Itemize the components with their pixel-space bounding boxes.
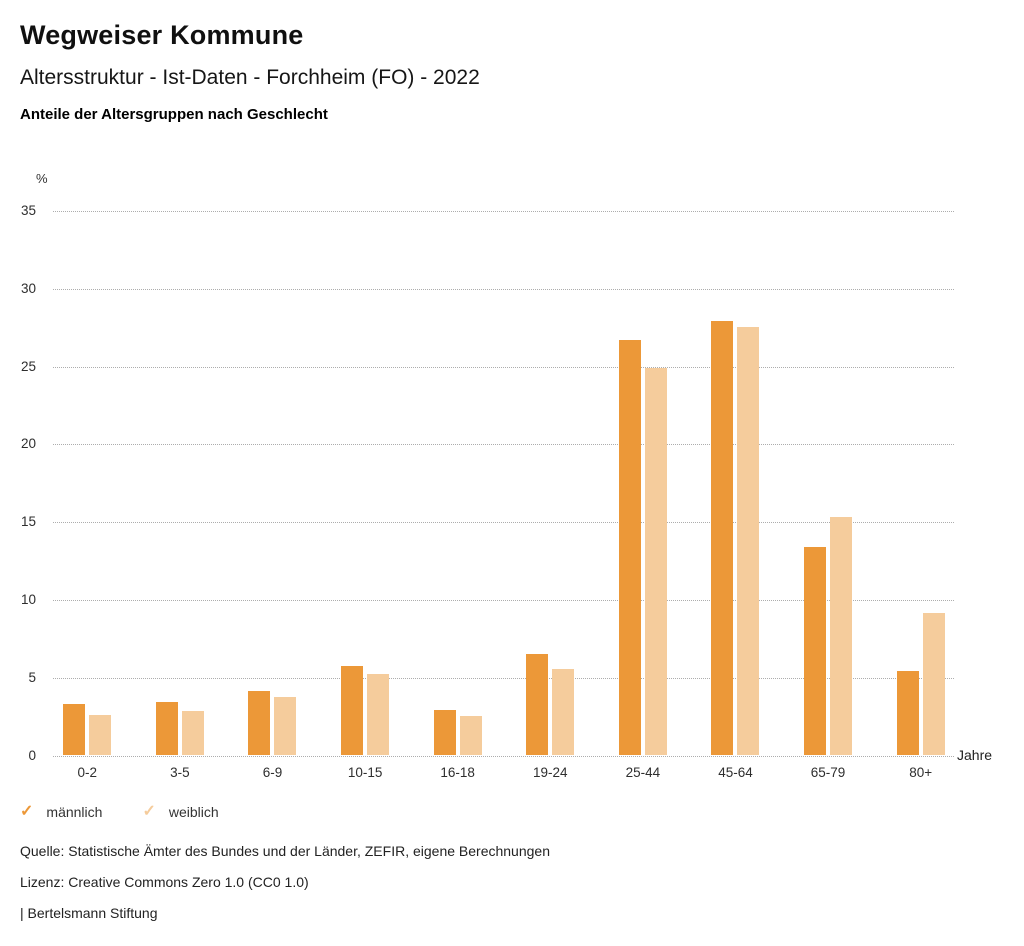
bar-maennlich-10-15[interactable]: [341, 666, 364, 755]
gridline-15: [53, 522, 954, 524]
x-axis-label-0-2: 0-2: [77, 765, 98, 780]
bar-group-16-18: [411, 211, 504, 755]
legend-label-maennlich: männlich: [46, 804, 103, 820]
legend-label-weiblich: weiblich: [168, 804, 219, 820]
page-title: Wegweiser Kommune: [20, 20, 304, 50]
bar-maennlich-16-18[interactable]: [433, 709, 456, 755]
bar-weiblich-25-44[interactable]: [644, 367, 667, 755]
x-axis-label-3-5: 3-5: [170, 765, 190, 780]
gridline-10: [53, 599, 954, 601]
bar-group-3-5: [134, 211, 227, 755]
bar-group-80plus: [874, 211, 967, 755]
bar-maennlich-45-64[interactable]: [711, 321, 734, 755]
bar-maennlich-3-5[interactable]: [155, 702, 178, 755]
bar-groups: [41, 211, 967, 755]
y-axis-tick-30: 30: [20, 280, 36, 296]
gridline-0: [53, 755, 954, 757]
gridline-35: [53, 211, 954, 212]
attribution-text: | Bertelsmann Stiftung: [20, 905, 158, 921]
bar-maennlich-80plus[interactable]: [896, 671, 919, 755]
bar-maennlich-6-9[interactable]: [248, 691, 271, 755]
x-axis-unit-label: Jahre: [957, 747, 993, 763]
bar-weiblich-0-2[interactable]: [89, 714, 112, 755]
gridline-20: [53, 444, 954, 446]
bar-group-19-24: [504, 211, 597, 755]
y-axis-tick-20: 20: [20, 436, 36, 452]
x-axis-tick-labels: 0-2 3-5 6-9 10-15 16-18 19-24 25-44 45-64 65-79 8…: [41, 765, 967, 780]
y-axis-tick-0: 0: [28, 747, 36, 763]
gridline-30: [53, 288, 954, 290]
x-axis-label-80plus: 80+: [909, 765, 933, 780]
bar-weiblich-10-15[interactable]: [367, 674, 390, 755]
x-axis-label-45-64: 45-64: [718, 765, 753, 780]
y-axis-tick-10: 10: [20, 591, 36, 607]
bar-weiblich-3-5[interactable]: [181, 711, 204, 755]
bar-group-6-9: [226, 211, 319, 755]
gridline-5: [53, 677, 954, 679]
x-axis-label-65-79: 65-79: [810, 765, 846, 780]
bar-maennlich-19-24[interactable]: [526, 653, 549, 755]
bar-group-10-15: [319, 211, 412, 755]
y-axis-tick-25: 25: [20, 358, 36, 374]
x-axis-label-19-24: 19-24: [533, 765, 568, 780]
y-axis-tick-5: 5: [28, 669, 36, 685]
gridline-25: [53, 366, 954, 368]
check-icon: ✓: [142, 803, 156, 820]
bar-group-45-64: [689, 211, 782, 755]
bar-weiblich-6-9[interactable]: [274, 697, 297, 755]
bar-weiblich-16-18[interactable]: [459, 716, 482, 755]
x-axis-label-10-15: 10-15: [347, 765, 383, 780]
bar-weiblich-65-79[interactable]: [830, 517, 853, 755]
x-axis-label-6-9: 6-9: [262, 765, 283, 780]
bar-group-65-79: [782, 211, 875, 755]
license-text: Lizenz: Creative Commons Zero 1.0 (CC0 1…: [20, 874, 309, 890]
y-axis-tick-15: 15: [20, 514, 36, 530]
x-axis-label-16-18: 16-18: [440, 765, 475, 780]
legend-item-maennlich[interactable]: ✓ männlich: [20, 803, 103, 821]
bar-maennlich-25-44[interactable]: [618, 339, 641, 755]
chart-plot-area: 35 30 25 20 15 10 5 0: [0, 203, 1024, 763]
bar-group-0-2: [41, 211, 134, 755]
bar-weiblich-45-64[interactable]: [737, 327, 760, 755]
bar-weiblich-19-24[interactable]: [552, 669, 575, 755]
chart-subtitle: Altersstruktur - Ist-Daten - Forchheim (…: [20, 66, 480, 89]
legend-item-weiblich[interactable]: ✓ weiblich: [142, 803, 219, 821]
source-text: Quelle: Statistische Ämter des Bundes un…: [20, 843, 550, 859]
bar-group-25-44: [597, 211, 690, 755]
bar-maennlich-0-2[interactable]: [63, 703, 86, 755]
y-axis-tick-35: 35: [20, 203, 36, 218]
chart-description: Anteile der Altersgruppen nach Geschlech…: [20, 106, 328, 123]
bar-weiblich-80plus[interactable]: [922, 613, 945, 755]
x-axis-label-25-44: 25-44: [625, 765, 661, 780]
bar-maennlich-65-79[interactable]: [804, 546, 827, 755]
check-icon: ✓: [20, 803, 34, 820]
y-axis-unit-label: %: [36, 171, 48, 186]
chart-legend: ✓ männlich ✓ weiblich: [20, 803, 219, 821]
